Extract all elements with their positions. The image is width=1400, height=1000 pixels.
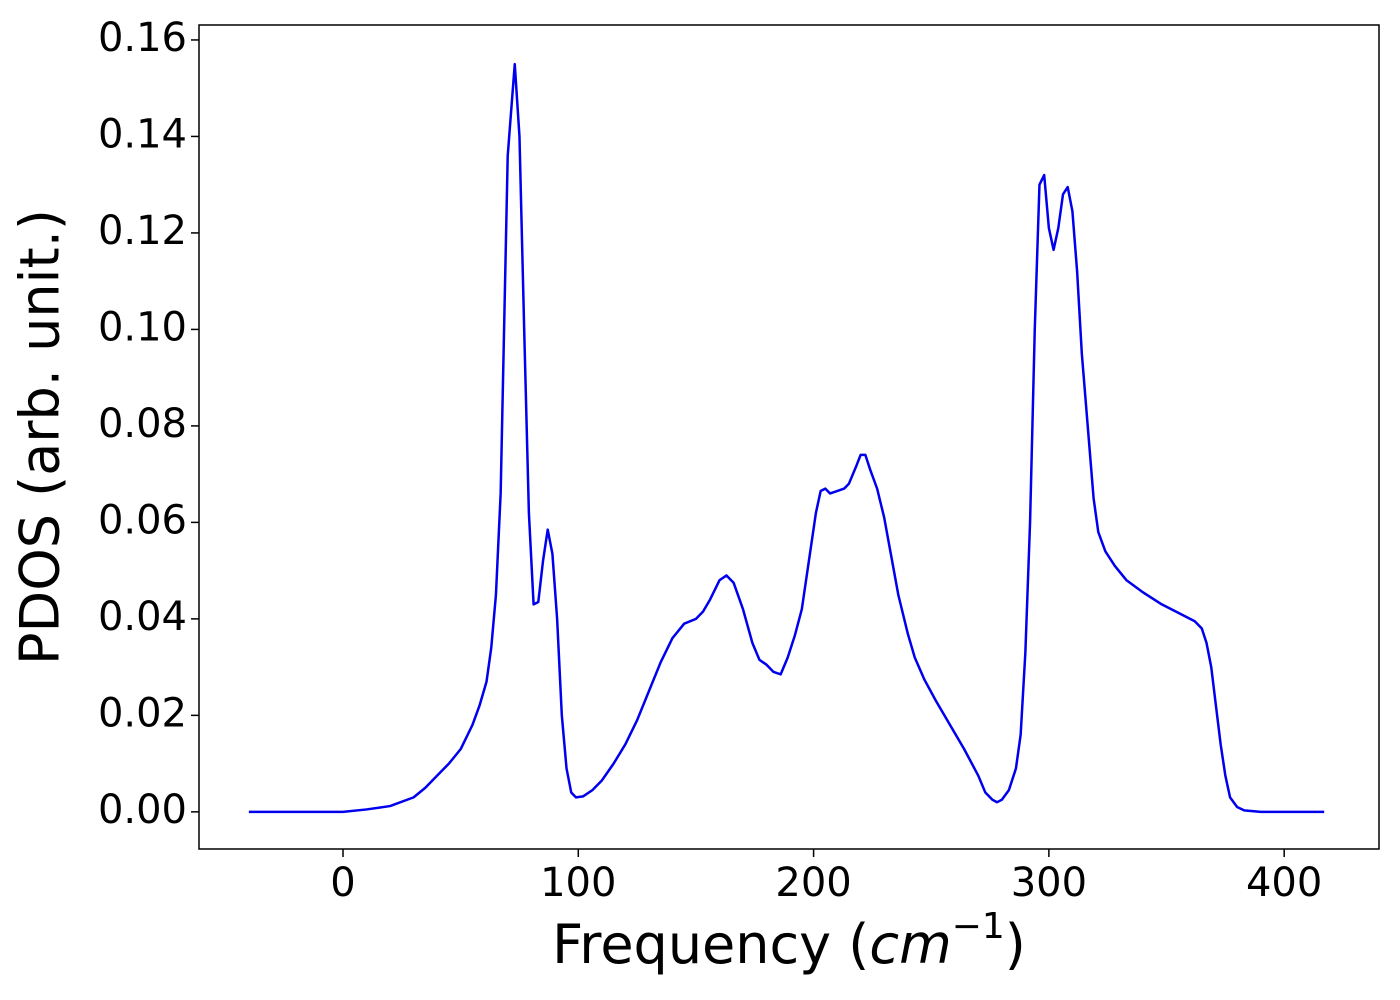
x-label-part: ) — [1005, 913, 1026, 976]
x-tick-label: 300 — [1011, 860, 1087, 906]
x-label-part: cm — [869, 913, 951, 976]
x-label-part: Frequency ( — [552, 913, 869, 976]
y-tick-label: 0.14 — [98, 111, 187, 157]
y-tick-label: 0.06 — [98, 497, 187, 543]
data-line — [248, 62, 1325, 814]
x-tick-label: 200 — [775, 860, 851, 906]
y-tick-label: 0.02 — [98, 690, 187, 736]
y-tick-label: 0.00 — [98, 787, 187, 833]
y-tick-label: 0.04 — [98, 594, 187, 640]
y-tick-label: 0.08 — [98, 401, 187, 447]
y-tick-label: 0.16 — [98, 15, 187, 61]
x-tick-label: 100 — [540, 860, 616, 906]
y-axis-label: PDOS (arb. unit.) — [9, 209, 72, 665]
x-tick-label: 400 — [1246, 860, 1322, 906]
y-tick-label: 0.10 — [98, 304, 187, 350]
plot-frame — [198, 24, 1380, 850]
x-axis-label: Frequency (cm−1) — [552, 906, 1026, 976]
x-tick-label: 0 — [330, 860, 355, 906]
y-tick-label: 0.12 — [98, 208, 187, 254]
x-label-part: −1 — [952, 906, 1005, 947]
